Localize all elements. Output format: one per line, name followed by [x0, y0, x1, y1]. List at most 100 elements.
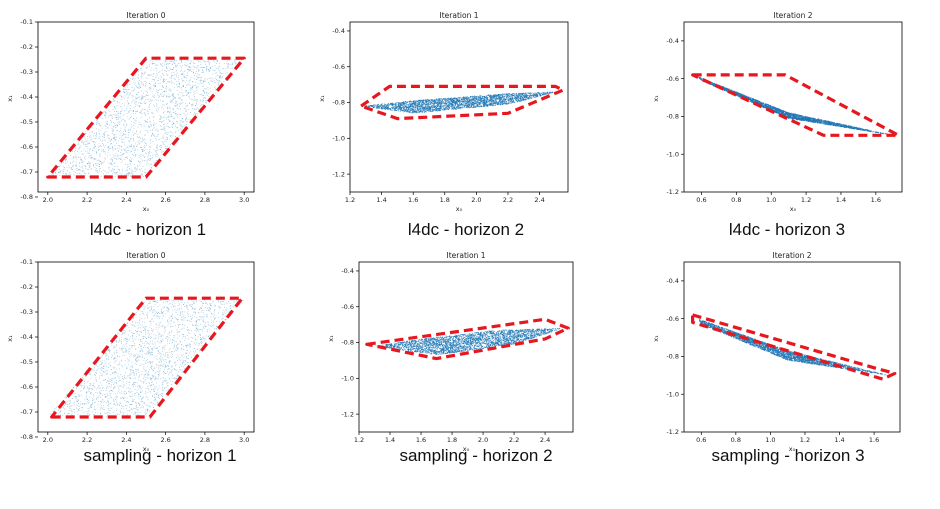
scatter-point	[200, 77, 202, 79]
scatter-point	[134, 100, 136, 102]
scatter-point	[123, 149, 125, 150]
scatter-point	[76, 151, 78, 153]
scatter-point	[125, 163, 127, 165]
scatter-point	[113, 100, 115, 102]
scatter-point	[490, 100, 492, 102]
scatter-point	[115, 113, 117, 115]
scatter-point	[133, 138, 134, 140]
scatter-point	[110, 138, 112, 140]
scatter-point	[404, 104, 406, 106]
scatter-point	[173, 123, 175, 125]
scatter-point	[144, 134, 145, 136]
scatter-point	[147, 125, 149, 127]
scatter-point	[125, 156, 127, 158]
scatter-point	[91, 156, 92, 158]
scatter-point	[475, 101, 477, 103]
scatter-point	[178, 80, 180, 82]
scatter-point	[477, 102, 479, 104]
scatter-point	[463, 106, 465, 108]
scatter-point	[443, 107, 445, 109]
scatter-point	[63, 172, 65, 174]
scatter-point	[443, 102, 445, 105]
scatter-point	[539, 94, 541, 96]
scatter-point	[93, 165, 95, 167]
scatter-point	[141, 112, 143, 114]
scatter-point	[442, 104, 445, 107]
scatter-point	[69, 172, 71, 173]
scatter-point	[138, 168, 140, 170]
scatter-point	[205, 101, 207, 103]
scatter-point	[159, 89, 161, 91]
scatter-point	[131, 137, 133, 139]
scatter-point	[160, 75, 162, 77]
scatter-point	[156, 144, 158, 146]
scatter-point	[189, 69, 191, 71]
scatter-point	[422, 99, 424, 101]
scatter-point	[202, 94, 204, 96]
scatter-point	[140, 87, 141, 88]
scatter-point	[176, 107, 178, 109]
scatter-point	[422, 108, 425, 110]
scatter-point	[192, 71, 194, 73]
scatter-point	[107, 146, 109, 148]
scatter-point	[486, 101, 488, 103]
scatter-point	[106, 124, 108, 125]
scatter-point	[227, 64, 229, 66]
scatter-point	[144, 172, 146, 174]
scatter-point	[165, 66, 167, 68]
scatter-point	[71, 151, 73, 153]
scatter-point	[90, 138, 92, 140]
scatter-point	[104, 111, 106, 113]
scatter-point	[147, 121, 148, 123]
scatter-point	[195, 75, 197, 77]
scatter-point	[117, 121, 119, 123]
scatter-point	[122, 168, 124, 170]
scatter-point	[159, 118, 161, 120]
scatter-point	[142, 97, 144, 98]
scatter-point	[111, 128, 113, 129]
scatter-point	[501, 103, 503, 105]
scatter-point	[205, 102, 207, 104]
scatter-point	[163, 79, 165, 81]
scatter-point	[164, 91, 165, 92]
scatter-point	[104, 114, 106, 116]
scatter-point	[509, 102, 511, 104]
scatter-point	[136, 94, 138, 96]
scatter-point	[391, 105, 393, 107]
scatter-point	[98, 123, 100, 125]
scatter-point	[116, 171, 118, 173]
scatter-point	[518, 92, 520, 95]
scatter-point	[108, 110, 110, 112]
scatter-point	[195, 102, 197, 104]
scatter-point	[196, 79, 197, 81]
scatter-point	[498, 101, 500, 103]
scatter-point	[134, 97, 136, 99]
scatter-point	[224, 72, 226, 74]
scatter-point	[140, 97, 142, 99]
scatter-point	[83, 172, 85, 174]
scatter-point	[138, 155, 140, 156]
y-tick-label: -0.8	[332, 99, 345, 107]
chart-panel-1: Iteration 11.2 1.4 1.6 1.8 2.0 2.2 2.4-0.4-0.6…	[318, 11, 569, 213]
scatter-point	[498, 97, 500, 99]
scatter-point	[218, 80, 220, 82]
scatter-point	[430, 108, 432, 110]
scatter-point	[190, 68, 192, 70]
scatter-point	[444, 97, 447, 99]
scatter-point	[490, 99, 492, 101]
scatter-point	[167, 110, 168, 112]
scatter-point	[106, 123, 108, 125]
scatter-point	[144, 160, 146, 162]
scatter-point	[177, 127, 179, 129]
scatter-point	[499, 101, 501, 103]
scatter-point	[78, 142, 80, 144]
scatter-point	[416, 105, 418, 108]
scatter-point	[410, 104, 412, 106]
scatter-point	[505, 93, 507, 96]
scatter-point	[153, 122, 155, 124]
scatter-point	[104, 125, 106, 127]
scatter-point	[523, 96, 525, 98]
x-tick-label: 3.0	[239, 196, 249, 204]
scatter-point	[448, 103, 451, 105]
scatter-point	[467, 100, 469, 102]
